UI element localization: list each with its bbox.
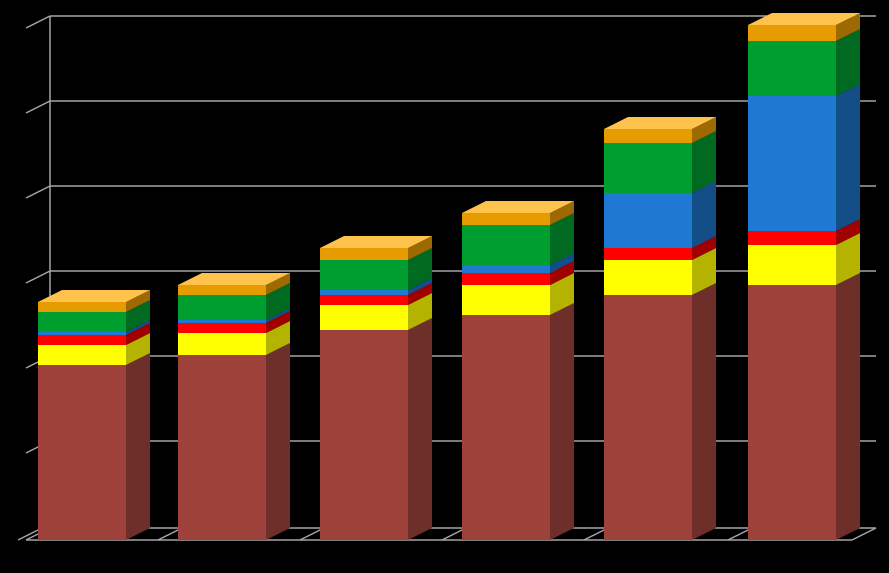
bar-segment-front xyxy=(604,260,692,295)
bar-segment-front xyxy=(178,320,266,323)
bar-segment-side xyxy=(408,318,432,540)
bar-segment-front xyxy=(462,285,550,315)
bar-segment-front xyxy=(320,248,408,260)
bar-segment-front xyxy=(748,285,836,540)
bar-segment-side xyxy=(550,303,574,540)
bar-segment-side xyxy=(836,84,860,231)
bar-segment-front xyxy=(178,355,266,540)
bar-segment-front xyxy=(178,295,266,320)
bar-segment-front xyxy=(604,193,692,248)
bar-segment-front xyxy=(604,248,692,260)
bar-segment-front xyxy=(320,295,408,305)
bar-segment-front xyxy=(320,290,408,295)
bar-segment-front xyxy=(38,335,126,345)
bar-segment-side xyxy=(692,283,716,540)
bar-segment-front xyxy=(462,225,550,265)
bar-segment-front xyxy=(38,345,126,365)
bar-segment-front xyxy=(38,312,126,332)
bar-segment-front xyxy=(178,323,266,333)
bar-segment-front xyxy=(320,305,408,330)
bar-segment-side xyxy=(126,353,150,540)
bar-segment-front xyxy=(462,265,550,273)
bar-segment-front xyxy=(38,332,126,335)
bar-segment-front xyxy=(320,330,408,540)
bar-segment-front xyxy=(462,213,550,225)
bar-segment-front xyxy=(604,143,692,193)
bar-segment-front xyxy=(38,365,126,540)
bar-segment-front xyxy=(748,25,836,41)
bar-segment-front xyxy=(748,41,836,96)
bar-segment-side xyxy=(836,273,860,540)
bar-segment-front xyxy=(462,273,550,285)
bar-segment-front xyxy=(178,333,266,355)
bar-segment-front xyxy=(462,315,550,540)
chart-canvas: { "chart": { "type": "stacked-bar-3d", "… xyxy=(0,0,889,573)
bar-segment-side xyxy=(266,343,290,540)
bar-segment-front xyxy=(748,231,836,245)
bar-segment-front xyxy=(604,129,692,143)
bar-segment-front xyxy=(748,96,836,231)
bar-segment-front xyxy=(604,295,692,540)
bar-segment-front xyxy=(320,260,408,290)
bar-segment-front xyxy=(748,245,836,285)
bar-segment-front xyxy=(178,285,266,295)
bar-segment-front xyxy=(38,302,126,312)
